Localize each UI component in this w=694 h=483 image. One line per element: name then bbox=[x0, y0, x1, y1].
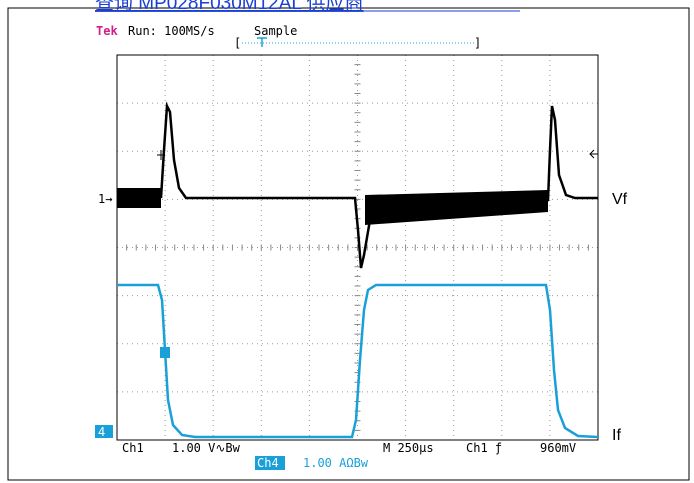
trigger-position bbox=[257, 37, 267, 47]
vf-noise bbox=[365, 190, 548, 225]
ch4-marker-bg bbox=[95, 425, 113, 438]
mode: Sample bbox=[254, 24, 297, 38]
record-bracket-left: [ bbox=[234, 36, 241, 50]
vf-trace bbox=[159, 101, 598, 269]
vf-label: Vf bbox=[612, 191, 628, 208]
ch4-label: Ch4 bbox=[257, 456, 279, 470]
trigger-level: 960mV bbox=[540, 441, 576, 455]
ch1-label: Ch1 bbox=[122, 441, 144, 455]
trigger-source: Ch1 ƒ bbox=[466, 441, 502, 455]
status: Run: 100MS/s bbox=[128, 24, 215, 38]
ch4-marker: 4 bbox=[98, 425, 105, 439]
ch4-label-bg bbox=[255, 456, 285, 470]
if-label: If bbox=[612, 427, 621, 444]
frame bbox=[7, 7, 690, 481]
cursor bbox=[157, 150, 165, 160]
screen-border bbox=[116, 54, 599, 441]
graticule bbox=[116, 54, 599, 441]
record-bracket-right: ] bbox=[474, 36, 481, 50]
link[interactable]: 查询 MP028F030M12AL 供应商 bbox=[95, 0, 364, 14]
if-trace bbox=[117, 283, 599, 439]
brand: Tek bbox=[96, 24, 118, 38]
ch4-trigger-marker bbox=[160, 347, 170, 358]
ch1-scale: 1.00 V∿Bw bbox=[172, 441, 241, 455]
trigger-level-arrow bbox=[589, 149, 598, 159]
timebase: M 250µs bbox=[383, 441, 434, 455]
ch1-marker: 1→ bbox=[98, 192, 112, 206]
ch4-scale: 1.00 AΩBw bbox=[303, 456, 369, 470]
vf-noise bbox=[117, 188, 161, 208]
